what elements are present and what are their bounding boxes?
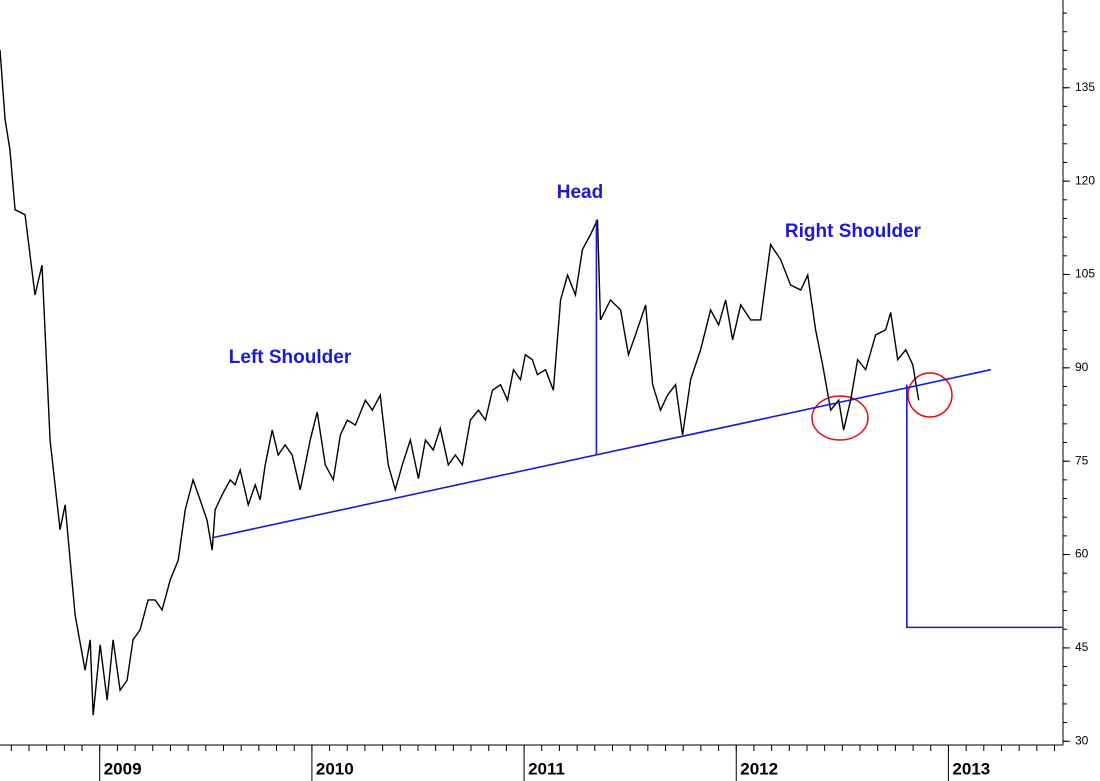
highlight-circle	[811, 395, 869, 441]
y-tick-label: 120	[1075, 173, 1095, 187]
annotation-right-shoulder: Right Shoulder	[785, 221, 922, 242]
y-tick-label: 90	[1075, 360, 1089, 374]
y-tick-label: 75	[1075, 453, 1089, 467]
annotation-left-shoulder: Left Shoulder	[229, 347, 352, 368]
y-tick-label: 135	[1075, 80, 1095, 94]
y-tick-label: 105	[1075, 267, 1095, 281]
x-tick-label: 2011	[528, 759, 565, 778]
x-tick-label: 2013	[952, 759, 990, 778]
y-tick-label: 30	[1075, 733, 1089, 747]
pattern-line	[212, 368, 992, 539]
x-tick-label: 2012	[740, 759, 778, 778]
highlight-circle	[907, 372, 953, 418]
annotation-head: Head	[557, 182, 603, 203]
pattern-line	[906, 384, 1063, 629]
price-line	[0, 49, 920, 716]
x-tick-label: 2009	[104, 759, 142, 778]
y-tick-label: 45	[1075, 640, 1089, 654]
x-tick-label: 2010	[316, 759, 354, 778]
y-tick-label: 60	[1075, 547, 1089, 561]
